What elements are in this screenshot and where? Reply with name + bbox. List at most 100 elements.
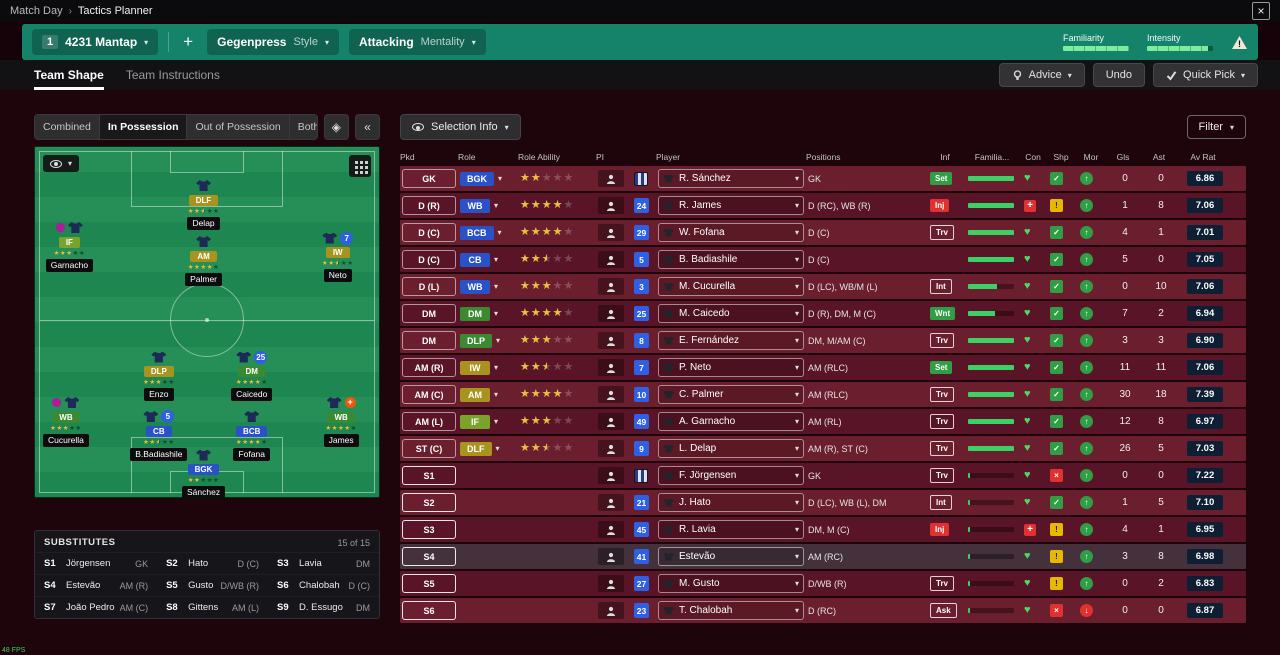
substitute-item[interactable]: S5 Gusto D/WB (R) [157, 574, 269, 596]
formation-dropdown[interactable]: 1 4231 Mantap ▾ [32, 29, 159, 55]
inf-badge[interactable]: Wnt [930, 307, 956, 320]
inf-badge[interactable]: Trv [930, 468, 955, 483]
pitch-view-options-dropdown[interactable]: ▾ [43, 155, 80, 172]
player-instructions-button[interactable] [598, 278, 624, 295]
player-instructions-button[interactable] [598, 170, 624, 187]
player-dropdown[interactable]: M. Caicedo ▾ [658, 304, 804, 323]
role-dropdown[interactable]: IF ▾ [460, 414, 516, 429]
pitch-player[interactable]: IF★★★★★★★★★★Garnacho [33, 221, 105, 272]
role-dropdown[interactable]: BGK ▾ [460, 171, 516, 186]
tab-team-shape[interactable]: Team Shape [34, 60, 104, 90]
inf-badge[interactable]: Inj [930, 199, 950, 212]
column-header[interactable]: Familia... [974, 152, 1010, 162]
player-instructions-button[interactable] [598, 359, 624, 376]
player-instructions-button[interactable] [598, 521, 624, 538]
selection-info-dropdown[interactable]: Selection Info ▾ [400, 114, 521, 140]
player-dropdown[interactable]: M. Cucurella ▾ [658, 277, 804, 296]
inf-badge[interactable]: Trv [930, 576, 955, 591]
pkd-cell[interactable]: DM [402, 331, 456, 350]
collapse-panel-button[interactable]: « [354, 114, 380, 140]
pitch-player[interactable]: BGK ★★★★★★★★★★ Sánchez [168, 448, 240, 499]
tab-team-instructions[interactable]: Team Instructions [125, 68, 220, 82]
inf-badge[interactable]: Inj [930, 523, 950, 536]
player-dropdown[interactable]: M. Gusto ▾ [658, 574, 804, 593]
role-dropdown[interactable]: CB ▾ [460, 252, 516, 267]
inf-badge[interactable]: Trv [930, 225, 955, 240]
column-header[interactable]: Positions [806, 152, 841, 162]
pitch-player[interactable]: 5 CB★★★★★★★★★★B.Badiashile [123, 410, 195, 461]
column-header[interactable]: Ast [1152, 152, 1166, 162]
role-dropdown[interactable]: AM ▾ [460, 387, 516, 402]
pitch-tab-in-possession[interactable]: In Possession [99, 115, 188, 139]
column-header[interactable]: Gls [1116, 152, 1130, 162]
inf-badge[interactable]: Trv [930, 333, 955, 348]
player-instructions-button[interactable] [598, 224, 624, 241]
inf-badge[interactable]: Trv [930, 387, 955, 402]
column-header[interactable]: Mor [1083, 152, 1099, 162]
player-instructions-button[interactable] [598, 602, 624, 619]
pitch-player[interactable]: DLF★★★★★★★★★★Delap [168, 179, 240, 230]
pitch-player[interactable]: AM★★★★★★★★★★Palmer [168, 235, 240, 286]
breadcrumb[interactable]: Match Day [10, 5, 63, 17]
player-instructions-button[interactable] [598, 494, 624, 511]
column-header[interactable]: Inf [940, 152, 950, 162]
player-instructions-button[interactable] [598, 413, 624, 430]
column-header[interactable]: Con [1025, 152, 1041, 162]
player-instructions-button[interactable] [598, 251, 624, 268]
substitute-item[interactable]: S2 Hato D (C) [157, 552, 269, 574]
pkd-cell[interactable]: AM (C) [402, 385, 456, 404]
player-instructions-button[interactable] [598, 305, 624, 322]
pitch-style-icon-button[interactable]: ◈ [323, 114, 349, 140]
inf-badge[interactable]: Trv [930, 441, 955, 456]
role-dropdown[interactable]: IW ▾ [460, 360, 516, 375]
column-header[interactable]: Role Ability [518, 152, 561, 162]
player-dropdown[interactable]: P. Neto ▾ [658, 358, 804, 377]
pitch-player[interactable]: BCB★★★★★★★★★★Fofana [216, 410, 288, 461]
role-dropdown[interactable]: WB ▾ [460, 279, 516, 294]
player-dropdown[interactable]: R. Lavia ▾ [658, 520, 804, 539]
inf-badge[interactable]: Int [930, 495, 952, 510]
inf-badge[interactable]: Set [930, 361, 953, 374]
add-tactic-button[interactable]: + [179, 32, 197, 52]
role-dropdown[interactable]: DLP ▾ [460, 333, 516, 348]
player-dropdown[interactable]: L. Delap ▾ [658, 439, 804, 458]
pkd-cell[interactable]: AM (L) [402, 412, 456, 431]
pitch-player[interactable]: DLP ★★★★★★★★★★ Enzo [123, 350, 195, 401]
advice-button[interactable]: Advice ▾ [998, 63, 1085, 87]
inf-badge[interactable]: Int [930, 279, 952, 294]
column-header[interactable]: Player [656, 152, 681, 162]
role-dropdown[interactable]: DM ▾ [460, 306, 516, 321]
substitute-item[interactable]: S9 D. Essugo DM [268, 596, 379, 618]
column-header[interactable]: PI [596, 152, 605, 162]
column-header[interactable]: Role [458, 152, 476, 162]
pkd-cell[interactable]: DM [402, 304, 456, 323]
inf-badge[interactable]: Trv [930, 414, 955, 429]
substitute-item[interactable]: S8 Gittens AM (L) [157, 596, 269, 618]
pkd-cell[interactable]: S5 [402, 574, 456, 593]
player-instructions-button[interactable] [598, 197, 624, 214]
pitch-grid-button[interactable] [349, 155, 371, 177]
pitch-player[interactable]: 25 DM ★★★★★★★★★★ Caicedo [216, 350, 288, 401]
player-dropdown[interactable]: F. Jörgensen ▾ [658, 466, 804, 485]
inf-badge[interactable]: Set [930, 172, 953, 185]
player-dropdown[interactable]: R. James ▾ [658, 196, 804, 215]
pkd-cell[interactable]: S2 [402, 493, 456, 512]
player-dropdown[interactable]: E. Fernández ▾ [658, 331, 804, 350]
substitute-item[interactable]: S6 Chalobah D (C) [268, 574, 379, 596]
pkd-cell[interactable]: D (R) [402, 196, 456, 215]
undo-button[interactable]: Undo [1092, 63, 1146, 87]
role-dropdown[interactable]: WB ▾ [460, 198, 516, 213]
pkd-cell[interactable]: D (L) [402, 277, 456, 296]
substitute-item[interactable]: S4 Estevão AM (R) [35, 574, 158, 596]
player-instructions-button[interactable] [598, 332, 624, 349]
pkd-cell[interactable]: D (C) [402, 223, 456, 242]
column-header[interactable]: Pkd [400, 152, 415, 162]
style-dropdown[interactable]: Gegenpress Style ▾ [207, 29, 339, 55]
player-dropdown[interactable]: R. Sánchez ▾ [658, 169, 804, 188]
player-instructions-button[interactable] [598, 386, 624, 403]
player-dropdown[interactable]: J. Hato ▾ [658, 493, 804, 512]
pitch-player[interactable]: WB★★★★★★★★★★Cucurella [30, 396, 102, 447]
role-dropdown[interactable]: DLF ▾ [460, 441, 516, 456]
player-dropdown[interactable]: Estevão ▾ [658, 547, 804, 566]
pkd-cell[interactable]: S4 [402, 547, 456, 566]
